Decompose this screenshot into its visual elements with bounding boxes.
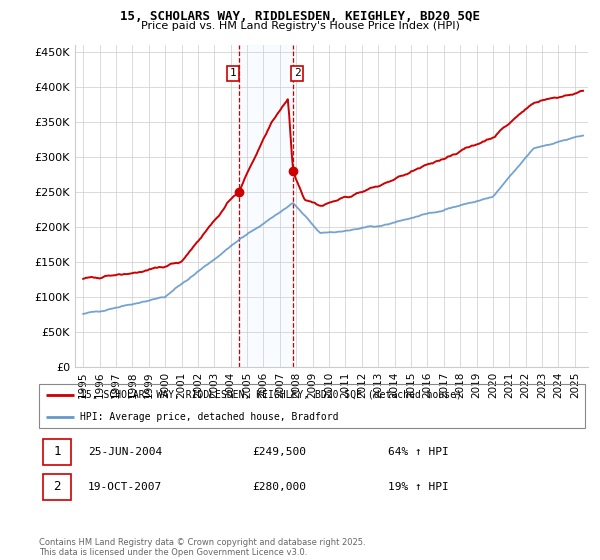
Text: 15, SCHOLARS WAY, RIDDLESDEN, KEIGHLEY, BD20 5QE (detached house): 15, SCHOLARS WAY, RIDDLESDEN, KEIGHLEY, … bbox=[80, 390, 462, 400]
Text: 64% ↑ HPI: 64% ↑ HPI bbox=[388, 447, 449, 457]
Text: £249,500: £249,500 bbox=[252, 447, 306, 457]
Bar bbox=[43, 439, 71, 465]
Text: 19% ↑ HPI: 19% ↑ HPI bbox=[388, 482, 449, 492]
Text: 1: 1 bbox=[230, 68, 236, 78]
Text: Contains HM Land Registry data © Crown copyright and database right 2025.
This d: Contains HM Land Registry data © Crown c… bbox=[39, 538, 365, 557]
Text: 25-JUN-2004: 25-JUN-2004 bbox=[88, 447, 163, 457]
Text: £280,000: £280,000 bbox=[252, 482, 306, 492]
Text: 1: 1 bbox=[53, 445, 61, 458]
Bar bbox=[43, 474, 71, 500]
Text: 15, SCHOLARS WAY, RIDDLESDEN, KEIGHLEY, BD20 5QE: 15, SCHOLARS WAY, RIDDLESDEN, KEIGHLEY, … bbox=[120, 10, 480, 22]
Bar bbox=[239, 45, 293, 367]
Text: HPI: Average price, detached house, Bradford: HPI: Average price, detached house, Brad… bbox=[80, 412, 338, 422]
Text: 19-OCT-2007: 19-OCT-2007 bbox=[88, 482, 163, 492]
Text: Price paid vs. HM Land Registry's House Price Index (HPI): Price paid vs. HM Land Registry's House … bbox=[140, 21, 460, 31]
Text: 2: 2 bbox=[294, 68, 301, 78]
Text: 2: 2 bbox=[53, 480, 61, 493]
